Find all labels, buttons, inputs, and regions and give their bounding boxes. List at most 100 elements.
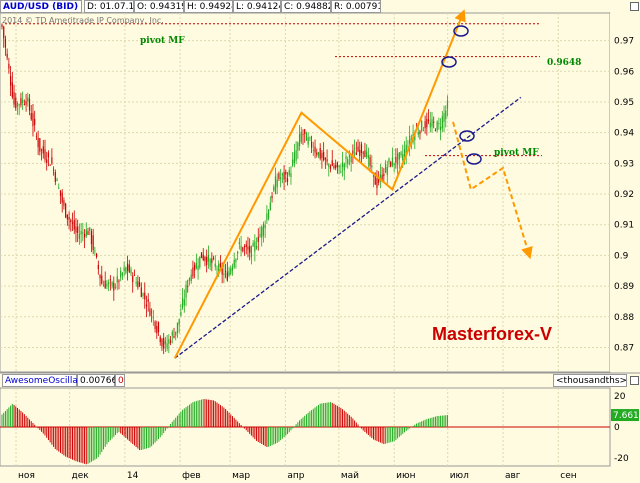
- high-readout: H: 0.94924: [184, 0, 233, 13]
- candle-body: [273, 186, 275, 191]
- candle-body: [6, 53, 8, 58]
- candle-body: [252, 242, 254, 247]
- candle-body: [116, 276, 118, 283]
- candle-body: [16, 102, 19, 107]
- candle-body: [242, 247, 244, 252]
- candle-body: [379, 174, 381, 178]
- candle-body: [247, 246, 249, 250]
- x-tick-label: июн: [396, 471, 415, 480]
- symbol-label[interactable]: AUD/USD (BID) 1 y D: [0, 0, 82, 13]
- candle-body: [216, 268, 218, 270]
- candle-body: [288, 170, 290, 176]
- candle-body: [97, 264, 99, 270]
- candle-body: [56, 179, 58, 182]
- indicator-value: 0.007661: [77, 374, 123, 387]
- candle-body: [345, 156, 347, 159]
- candle-body: [32, 113, 34, 127]
- candle-body: [388, 158, 390, 163]
- candle-body: [54, 172, 56, 182]
- candle-body: [169, 340, 172, 343]
- candle-body: [70, 219, 72, 222]
- candle-body: [49, 164, 51, 166]
- candle-body: [11, 82, 13, 98]
- target-label: 0.9648: [547, 58, 581, 68]
- candle-body: [197, 265, 199, 271]
- candle-body: [255, 246, 258, 249]
- candle-body: [111, 281, 113, 287]
- candle-body: [336, 162, 338, 167]
- candle-body: [360, 144, 363, 154]
- candle-body: [359, 149, 361, 157]
- candle-body: [366, 151, 368, 157]
- y-tick-label: 0.87: [614, 343, 634, 353]
- candle-body: [133, 275, 136, 277]
- candle-body: [209, 259, 211, 267]
- candle-body: [295, 150, 297, 161]
- candle-body: [271, 195, 273, 199]
- candle-body: [53, 169, 55, 171]
- candle-body: [383, 173, 385, 177]
- candle-body: [257, 236, 259, 242]
- candle-body: [126, 263, 129, 271]
- candle-body: [293, 152, 295, 163]
- candle-body: [99, 274, 101, 279]
- candle-body: [104, 280, 106, 289]
- candle-body: [194, 264, 196, 271]
- candle-body: [348, 151, 351, 158]
- candle-body: [350, 156, 352, 163]
- candle-body: [219, 263, 222, 267]
- y-tick-label: 0.95: [614, 98, 634, 108]
- candle-body: [283, 171, 285, 180]
- candle-body: [292, 159, 294, 166]
- candle-body: [82, 232, 84, 234]
- candle-body: [207, 254, 209, 262]
- candle-body: [238, 242, 240, 244]
- candle-body: [183, 299, 185, 306]
- candle-body: [276, 179, 278, 188]
- candle-body: [101, 275, 103, 284]
- oscillator-tick-label: -20: [614, 454, 629, 464]
- candle-body: [304, 129, 306, 134]
- candle-body: [266, 213, 268, 221]
- x-tick-label: дек: [72, 471, 90, 480]
- indicator-menu-icon[interactable]: [630, 376, 639, 385]
- candle-body: [157, 322, 160, 333]
- highlight-ellipse: [466, 153, 482, 165]
- candle-body: [434, 130, 437, 131]
- candle-body: [10, 76, 12, 86]
- x-tick-label: 14: [127, 471, 139, 480]
- candle-body: [371, 165, 373, 168]
- candle-body: [168, 339, 170, 344]
- candle-body: [200, 252, 203, 258]
- candle-body: [80, 230, 82, 235]
- candle-body: [71, 222, 74, 224]
- candle-body: [298, 133, 301, 147]
- candle-body: [443, 113, 445, 123]
- candle-body: [326, 159, 328, 162]
- candle-body: [40, 149, 43, 151]
- orange-zigzag: [173, 9, 466, 359]
- candle-body: [61, 192, 63, 203]
- chart-menu-icon[interactable]: [630, 2, 639, 11]
- candle-body: [199, 256, 201, 268]
- candle-body: [268, 210, 270, 219]
- indicator-name[interactable]: AwesomeOscillator: [2, 374, 91, 387]
- candle-body: [18, 104, 20, 106]
- candle-body: [259, 233, 261, 237]
- candle-body: [23, 104, 25, 106]
- highlight-ellipse: [459, 130, 475, 142]
- highlight-ellipse: [441, 56, 457, 68]
- candle-body: [343, 163, 345, 171]
- candle-body: [178, 318, 180, 325]
- candle-body: [329, 166, 332, 169]
- open-readout: O: 0.94319: [134, 0, 184, 13]
- candle-body: [108, 281, 110, 285]
- candle-body: [319, 147, 321, 159]
- candle-body: [135, 282, 137, 284]
- x-tick-label: июл: [450, 471, 469, 480]
- y-tick-label: 0.91: [614, 221, 634, 231]
- candle-body: [37, 138, 39, 148]
- y-tick-label: 0.9: [614, 251, 629, 261]
- candle-body: [446, 100, 449, 109]
